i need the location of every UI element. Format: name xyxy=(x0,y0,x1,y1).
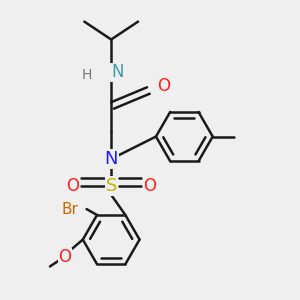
Text: N: N xyxy=(111,63,123,81)
Text: O: O xyxy=(143,177,157,195)
Text: O: O xyxy=(58,248,71,266)
Text: O: O xyxy=(66,177,79,195)
Text: S: S xyxy=(106,177,117,195)
Text: O: O xyxy=(157,77,170,95)
Text: Br: Br xyxy=(62,202,79,217)
Text: H: H xyxy=(82,68,92,82)
Text: N: N xyxy=(104,150,118,168)
